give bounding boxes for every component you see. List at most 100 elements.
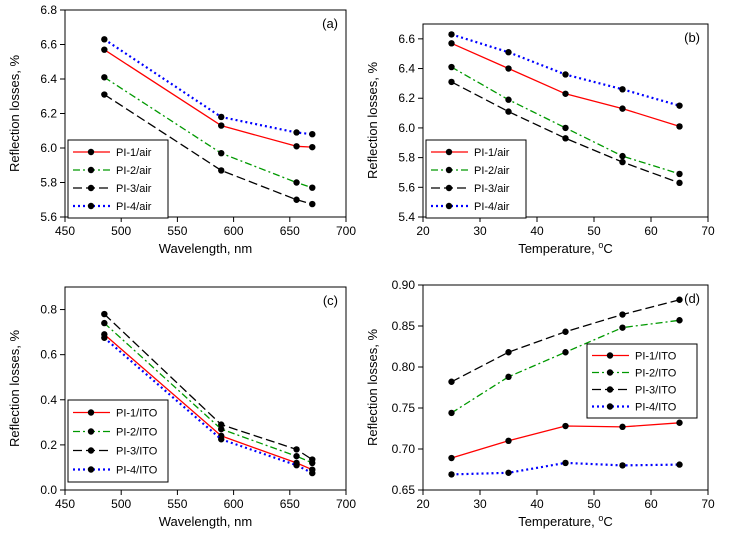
legend-label: PI-3/ITO [116,446,158,458]
series-line [451,319,680,414]
data-point [619,158,626,166]
data-point [562,135,569,142]
legend-label: PI-1/air [474,147,510,159]
panel-label: (d) [684,291,700,306]
data-point [293,129,300,136]
data-point [101,319,108,327]
data-point [676,461,683,468]
legend-marker [87,202,95,210]
legend-marker [445,148,453,156]
legend: PI-1/air PI-2/air PI-3/air PI-4/air [67,139,169,219]
x-axis-title-sup: o [598,513,603,523]
data-point [293,452,300,460]
x-tick-label: 550 [167,497,187,511]
legend-label: PI-1/ITO [116,408,158,420]
legend-marker [445,166,453,174]
y-tick-label: 0.4 [40,393,57,407]
y-tick-label: 6.6 [398,32,415,46]
data-point [448,471,455,478]
x-axis-title-sup: o [598,240,603,250]
series-PI-4/ITO [101,334,316,477]
x-axis-title-main: Temperature, [518,241,598,256]
legend-label: PI-1/air [116,147,152,159]
data-point [676,419,683,426]
series-PI-2/ITO [448,317,683,417]
data-point [448,378,455,385]
data-point [218,425,225,433]
legend-label: PI-3/air [474,183,510,195]
series-line [103,49,313,148]
chart-panel-4: 20 30 40 50 60 70 0.65 0.70 0.75 0.80 0.85 0.90 Temp… [365,278,715,529]
legend-marker [87,447,95,454]
legend-marker [606,386,614,393]
data-point [505,65,512,72]
y-tick-label: 5.4 [398,210,415,224]
panel-label: (c) [323,293,338,308]
data-point [505,49,512,56]
series-PI-2/air [101,74,316,191]
y-tick-label: 0.70 [392,442,416,456]
legend-label: PI-2/air [116,165,152,177]
panel-label: (a) [322,16,338,31]
data-point [619,324,626,331]
data-point [293,179,300,186]
data-point [101,91,108,98]
legend-label: PI-4/ITO [116,465,158,477]
x-axis-title: Temperature, oC [518,240,613,256]
data-point [676,170,683,178]
y-tick-label: 0.65 [392,483,416,497]
y-tick-label: 6.2 [40,107,57,121]
legend-label: PI-2/ITO [635,368,677,380]
y-tick-label: 5.6 [398,180,415,194]
x-axis-title-unit: C [603,514,612,529]
series-PI-2/ITO [101,319,316,467]
y-axis-title: Reflection losses, % [365,62,380,179]
data-point [505,469,512,476]
y-tick-label: 5.8 [40,176,57,190]
legend-label: PI-4/air [474,201,510,213]
x-axis-title: Temperature, oC [518,513,613,529]
y-tick-label: 0.0 [40,483,57,497]
data-point [293,446,300,453]
data-point [562,90,569,97]
y-tick-label: 0.85 [392,319,416,333]
x-tick-label: 70 [701,497,715,511]
y-tick-label: 5.6 [40,210,57,224]
x-tick-label: 70 [701,224,715,238]
y-axis-title: Reflection losses, % [365,329,380,446]
legend-box [67,399,169,483]
x-axis-title: Wavelength, nm [159,241,252,256]
y-tick-label: 0.90 [392,278,416,292]
data-point [676,317,683,324]
series-line [103,38,313,136]
legend-label: PI-3/air [116,183,152,195]
data-point [218,436,225,443]
legend-marker [87,466,95,473]
data-point [676,296,683,303]
data-point [218,122,225,129]
x-axis-title-unit: C [603,241,612,256]
legend: PI-1/air PI-2/air PI-3/air PI-4/air [425,139,527,219]
x-tick-label: 30 [473,224,487,238]
x-axis-title: Wavelength, nm [159,514,252,529]
x-tick-label: 600 [224,224,244,238]
data-point [619,462,626,469]
data-point [562,124,569,132]
data-point [101,46,108,53]
x-tick-label: 550 [167,224,187,238]
x-tick-label: 20 [416,224,430,238]
x-tick-label: 500 [111,224,131,238]
data-point [293,143,300,150]
data-point [309,184,316,191]
panel-label: (b) [684,30,700,45]
data-point [448,31,455,38]
chart-panel-1: 450 500 550 600 650 700 5.6 5.8 6.0 6.2 6.4 6.6 6.8 W… [7,3,356,256]
legend-label: PI-1/ITO [635,351,677,363]
y-tick-label: 6.4 [398,62,415,76]
x-tick-label: 50 [587,497,601,511]
x-tick-label: 40 [530,497,544,511]
data-point [505,437,512,444]
series-PI-4/air [448,31,683,109]
data-point [562,422,569,430]
